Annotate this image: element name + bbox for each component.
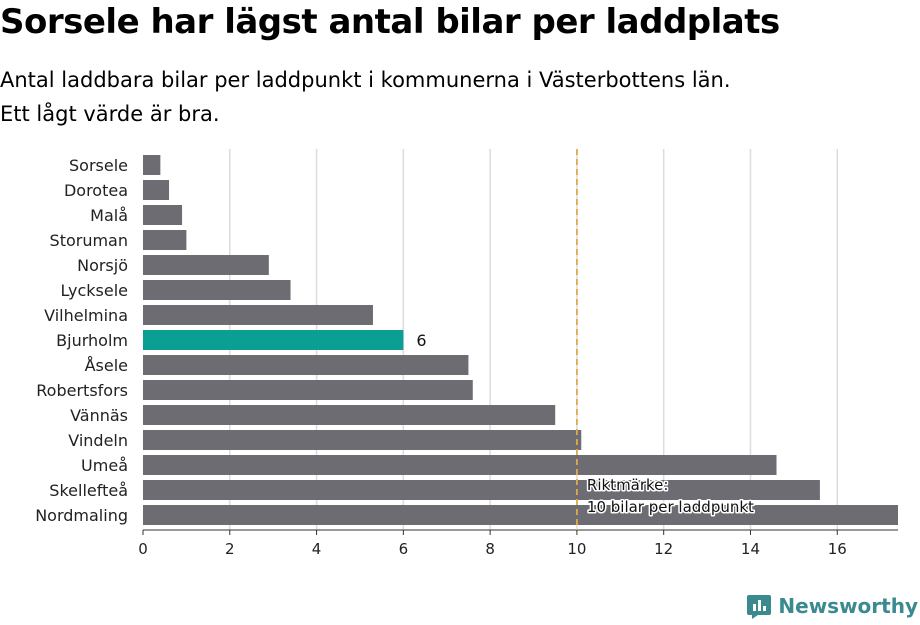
y-category-label: Lycksele <box>61 281 128 300</box>
y-category-label: Sorsele <box>69 156 128 175</box>
x-tick-label: 8 <box>485 540 495 558</box>
x-tick-label: 4 <box>312 540 322 558</box>
y-category-label: Malå <box>90 206 128 225</box>
subtitle-line-1: Antal laddbara bilar per laddpunkt i kom… <box>0 68 731 92</box>
y-category-label: Nordmaling <box>35 506 128 525</box>
y-category-label: Vilhelmina <box>44 306 128 325</box>
bar <box>143 305 373 325</box>
y-category-label: Bjurholm <box>56 331 128 350</box>
bar <box>143 205 183 225</box>
x-tick-label: 6 <box>399 540 409 558</box>
bar <box>143 455 777 475</box>
highlight-value-label: 6 <box>416 331 426 350</box>
bar <box>143 505 898 525</box>
x-tick-label: 12 <box>654 540 673 558</box>
x-tick-label: 14 <box>741 540 760 558</box>
bar <box>143 430 582 450</box>
y-category-label: Vännäs <box>70 406 128 425</box>
bar <box>143 255 269 275</box>
bar <box>143 355 469 375</box>
y-category-label: Umeå <box>81 456 128 475</box>
reference-line-label: 10 bilar per laddpunkt <box>587 498 754 516</box>
y-category-label: Skellefteå <box>49 481 128 500</box>
chart-title: Sorsele har lägst antal bilar per laddpl… <box>0 2 780 42</box>
y-category-label: Åsele <box>85 356 128 375</box>
bar <box>143 280 291 300</box>
y-category-label: Storuman <box>50 231 128 250</box>
x-tick-label: 10 <box>567 540 586 558</box>
newsworthy-logo-icon <box>747 595 772 619</box>
subtitle-line-2: Ett lågt värde är bra. <box>0 102 220 126</box>
bar <box>143 155 161 175</box>
y-category-label: Dorotea <box>64 181 128 200</box>
brand-logo: Newsworthy <box>746 593 918 619</box>
x-tick-label: 2 <box>225 540 235 558</box>
bar <box>143 405 556 425</box>
bar <box>143 230 187 250</box>
bar <box>143 380 473 400</box>
y-category-label: Norsjö <box>77 256 128 275</box>
reference-line-label: Riktmärke: <box>587 476 669 494</box>
bar <box>143 180 170 200</box>
bar <box>143 480 820 500</box>
y-category-label: Robertsfors <box>36 381 128 400</box>
brand-name: Newsworthy <box>778 594 918 618</box>
chart-subtitle: Antal laddbara bilar per laddpunkt i kom… <box>0 63 900 131</box>
bar <box>143 330 404 350</box>
y-category-label: Vindeln <box>68 431 128 450</box>
x-tick-label: 16 <box>828 540 847 558</box>
x-tick-label: 0 <box>138 540 148 558</box>
